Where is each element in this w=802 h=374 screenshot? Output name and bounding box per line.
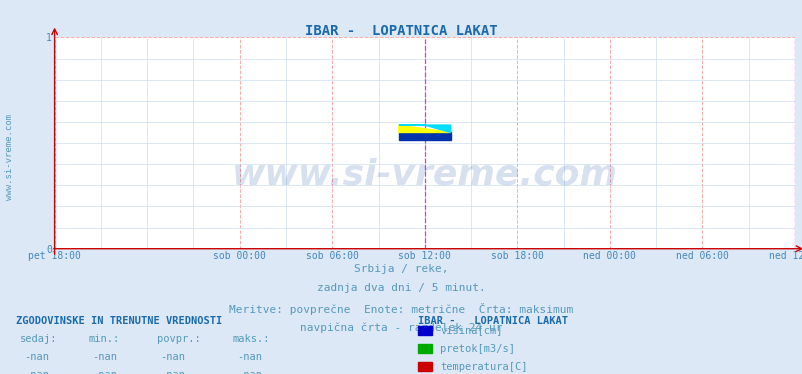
Text: maks.:: maks.: (233, 334, 270, 344)
Text: -nan: -nan (24, 370, 49, 374)
Text: pretok[m3/s]: pretok[m3/s] (439, 344, 514, 354)
Text: -nan: -nan (237, 352, 261, 362)
Text: zadnja dva dni / 5 minut.: zadnja dva dni / 5 minut. (317, 283, 485, 293)
Text: -nan: -nan (92, 352, 117, 362)
Polygon shape (399, 125, 450, 132)
Text: temperatura[C]: temperatura[C] (439, 362, 527, 372)
Text: www.si-vreme.com: www.si-vreme.com (232, 158, 617, 192)
Text: Srbija / reke,: Srbija / reke, (354, 264, 448, 274)
Text: ZGODOVINSKE IN TRENUTNE VREDNOSTI: ZGODOVINSKE IN TRENUTNE VREDNOSTI (16, 316, 222, 326)
Polygon shape (399, 125, 450, 132)
Text: višina[cm]: višina[cm] (439, 326, 502, 336)
Polygon shape (399, 132, 450, 140)
Text: IBAR -   LOPATNICA LAKAT: IBAR - LOPATNICA LAKAT (417, 316, 567, 326)
Text: www.si-vreme.com: www.si-vreme.com (5, 114, 14, 200)
Text: -nan: -nan (160, 352, 185, 362)
Text: -nan: -nan (24, 352, 49, 362)
Text: Meritve: povprečne  Enote: metrične  Črta: maksimum: Meritve: povprečne Enote: metrične Črta:… (229, 303, 573, 315)
Text: -nan: -nan (237, 370, 261, 374)
Text: sedaj:: sedaj: (20, 334, 58, 344)
Text: min.:: min.: (88, 334, 119, 344)
Text: -nan: -nan (92, 370, 117, 374)
Text: -nan: -nan (160, 370, 185, 374)
Text: navpična črta - razdelek 24 ur: navpična črta - razdelek 24 ur (300, 322, 502, 332)
Text: IBAR -  LOPATNICA LAKAT: IBAR - LOPATNICA LAKAT (305, 24, 497, 38)
Text: povpr.:: povpr.: (156, 334, 200, 344)
